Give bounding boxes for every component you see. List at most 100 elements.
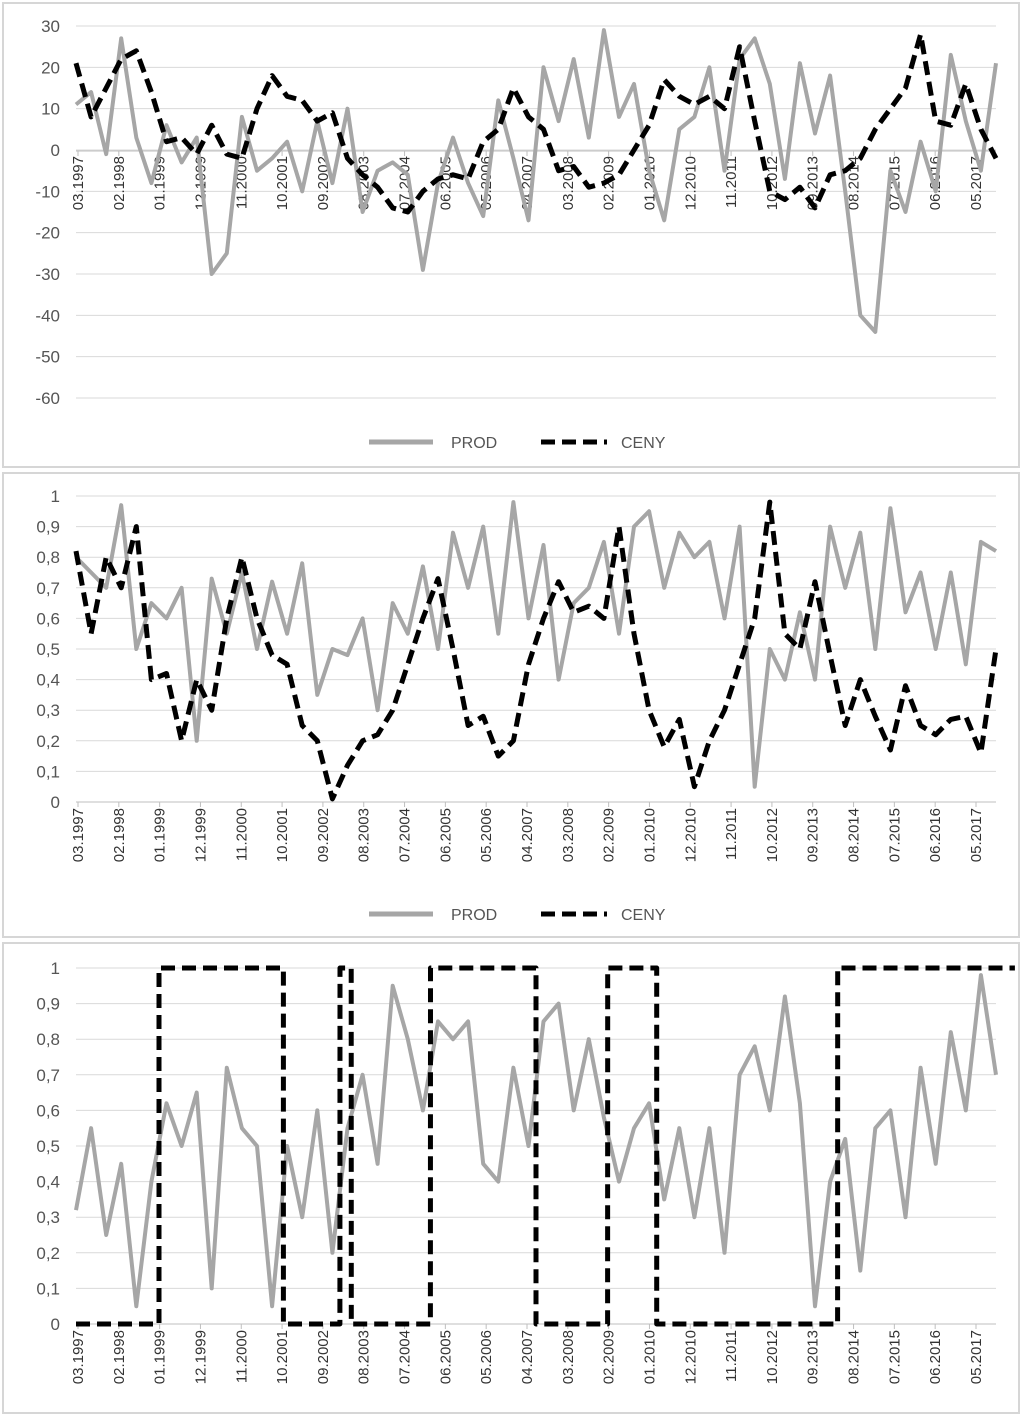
y-tick-label: 0,3 (36, 1208, 60, 1227)
x-tick-label: 07.2004 (397, 808, 414, 862)
legend: PROD CENY (369, 907, 666, 924)
y-tick-label: 0,4 (36, 1173, 60, 1192)
x-tick-label: 11.2000 (233, 808, 250, 861)
chart-panel-middle: 1 0,9 0,8 0,7 0,6 0,5 0,4 0,3 0,2 0,1 0 03.1997 02.1… (2, 472, 1020, 938)
x-tick-label: 07.2004 (397, 1330, 414, 1384)
chart-panel-bottom: 1 0,9 0,8 0,7 0,6 0,5 0,4 0,3 0,2 0,1 0 03.1997 02.1… (2, 942, 1020, 1414)
x-tick-label: 12.1999 (192, 1330, 209, 1384)
x-tick-label: 03.1997 (70, 156, 87, 210)
x-tick-label: 01.2010 (641, 156, 658, 210)
y-tick-label: -60 (35, 389, 60, 408)
x-tick-label: 06.2016 (927, 1330, 944, 1384)
x-tick-label: 02.2009 (601, 156, 618, 210)
x-tick-label: 08.2014 (846, 808, 863, 862)
y-tick-label: -30 (35, 265, 60, 284)
legend-label-prod: PROD (451, 907, 497, 924)
y-tick-label: 20 (41, 58, 60, 77)
y-tick-label: -10 (35, 182, 60, 201)
x-tick-label: 06.2016 (927, 808, 944, 862)
y-tick-label: 30 (41, 17, 60, 36)
x-tick-label: 01.1999 (152, 1330, 169, 1384)
y-tick-label: 0,5 (36, 1137, 60, 1156)
x-tick-label: 02.1998 (111, 156, 128, 210)
x-tick-label: 10.2001 (274, 1330, 291, 1384)
y-tick-label: 0,1 (36, 762, 60, 781)
series-line-ceny (73, 499, 999, 802)
legend-label-ceny: CENY (621, 907, 666, 924)
x-tick-label: 09.2013 (805, 808, 822, 862)
y-tick-label: 0 (51, 1315, 60, 1334)
y-tick-label: 10 (41, 100, 60, 119)
x-tick-label: 09.2002 (315, 808, 332, 862)
y-tick-label: 0,5 (36, 640, 60, 659)
y-tick-label: 0,2 (36, 1244, 60, 1263)
series-line-prod (74, 500, 998, 789)
y-tick-label: 0 (51, 141, 60, 160)
x-tick-label: 03.2008 (560, 808, 577, 862)
x-tick-label: 05.2006 (478, 808, 495, 862)
chart-top: 30 20 10 0 -10 -20 -30 -40 -50 -60 03.1997 02.1998 0… (35, 17, 999, 452)
x-tick-label: 05.2017 (968, 808, 985, 862)
y-tick-label: 0,6 (36, 1101, 60, 1120)
x-tick-label: 01.1999 (152, 808, 169, 862)
x-tick-label: 11.2011 (723, 156, 740, 208)
x-tick-label: 08.2014 (846, 1330, 863, 1384)
x-tick-label: 07.2015 (886, 808, 903, 862)
x-tick-label: 01.2010 (641, 1330, 658, 1384)
y-tick-label: 0,7 (36, 1066, 60, 1085)
x-tick-label: 10.2001 (274, 808, 291, 862)
x-tick-label: 02.1998 (111, 1330, 128, 1384)
y-tick-label: 0,6 (36, 609, 60, 628)
x-tick-label: 02.1998 (111, 808, 128, 862)
series-line-ceny (73, 31, 999, 215)
y-tick-label: -40 (35, 306, 60, 325)
x-tick-label: 06.2005 (437, 808, 454, 862)
x-tick-label: 04.2007 (519, 1330, 536, 1384)
x-tick-label: 01.1999 (152, 156, 169, 210)
y-tick-label: 0,1 (36, 1279, 60, 1298)
y-tick-label: -50 (35, 348, 60, 367)
legend-label-prod: PROD (451, 435, 497, 452)
y-tick-label: 0,8 (36, 548, 60, 567)
x-tick-label: 11.2011 (723, 808, 740, 860)
x-tick-label: 02.2009 (601, 1330, 618, 1384)
y-tick-label: 0,3 (36, 701, 60, 720)
x-tick-label: 08.2003 (356, 808, 373, 862)
x-tick-label: 09.2002 (315, 1330, 332, 1384)
y-tick-label: 0,2 (36, 732, 60, 751)
x-tick-label: 11.2011 (723, 1330, 740, 1382)
x-tick-label: 12.1999 (192, 808, 209, 862)
x-tick-label: 03.2008 (560, 1330, 577, 1384)
chart-panel-top: 30 20 10 0 -10 -20 -30 -40 -50 -60 03.1997 02.1998 0… (2, 2, 1020, 468)
x-tick-label: 12.2010 (682, 156, 699, 210)
series-line-prod (74, 28, 998, 334)
y-tick-label: 0 (51, 793, 60, 812)
chart-middle: 1 0,9 0,8 0,7 0,6 0,5 0,4 0,3 0,2 0,1 0 03.1997 02.1… (36, 487, 999, 924)
x-tick-label: 10.2012 (764, 808, 781, 862)
y-tick-label: 0,8 (36, 1030, 60, 1049)
y-tick-label: -20 (35, 224, 60, 243)
x-tick-label: 02.2009 (601, 808, 618, 862)
x-tick-label: 10.2001 (274, 156, 291, 210)
legend: PROD CENY (369, 435, 666, 452)
x-tick-label: 11.2000 (233, 1330, 250, 1383)
x-tick-label: 04.2007 (519, 808, 536, 862)
y-tick-label: 1 (51, 959, 60, 978)
x-tick-label: 10.2012 (764, 1330, 781, 1384)
x-tick-label: 03.1997 (70, 808, 87, 862)
y-tick-label: 0,7 (36, 579, 60, 598)
x-tick-label: 07.2015 (886, 1330, 903, 1384)
x-tick-label: 03.1997 (70, 1330, 87, 1384)
x-tick-label: 06.2005 (437, 1330, 454, 1384)
chart-bottom: 1 0,9 0,8 0,7 0,6 0,5 0,4 0,3 0,2 0,1 0 03.1997 02.1… (36, 959, 1015, 1384)
y-tick-label: 0,9 (36, 518, 60, 537)
x-tick-label: 12.2010 (682, 808, 699, 862)
x-tick-label: 09.2013 (805, 1330, 822, 1384)
y-tick-label: 0,9 (36, 995, 60, 1014)
series-line-dashed (76, 965, 1015, 1327)
legend-label-ceny: CENY (621, 435, 666, 452)
x-tick-label: 05.2006 (478, 1330, 495, 1384)
y-tick-label: 1 (51, 487, 60, 506)
x-tick-label: 05.2017 (968, 1330, 985, 1384)
x-tick-label: 01.2010 (641, 808, 658, 862)
